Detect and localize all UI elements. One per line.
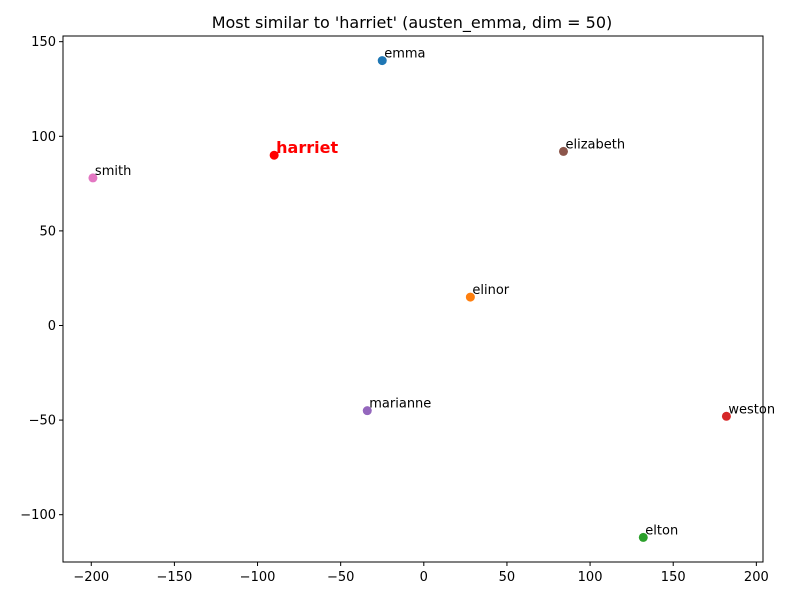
y-tick-label: 0 — [48, 319, 56, 334]
point-label-marianne: marianne — [369, 397, 431, 412]
chart-title: Most similar to 'harriet' (austen_emma, … — [212, 13, 613, 33]
y-axis: −100 −50 0 50 100 150 — [20, 35, 63, 523]
point-marker-marianne — [362, 406, 372, 416]
data-points: harriet emma elinor elton weston marianne eliz… — [88, 47, 775, 542]
x-tick-label: 50 — [499, 570, 516, 585]
point-label-elinor: elinor — [472, 283, 509, 298]
point-marker-harriet — [269, 150, 279, 160]
point-marker-elinor — [465, 292, 475, 302]
point-marker-elizabeth — [558, 146, 568, 156]
plot-area — [62, 35, 764, 563]
x-tick-label: 200 — [744, 570, 769, 585]
x-tick-label: −200 — [73, 570, 109, 585]
y-tick-label: −100 — [20, 508, 56, 523]
point-marker-smith — [88, 173, 98, 183]
x-tick-label: −100 — [240, 570, 276, 585]
point-label-emma: emma — [384, 47, 425, 62]
point-marker-emma — [377, 56, 387, 66]
point-label-weston: weston — [728, 402, 775, 417]
point-marker-elton — [638, 532, 648, 542]
y-tick-label: 100 — [31, 130, 56, 145]
x-tick-label: 150 — [661, 570, 686, 585]
y-tick-label: 50 — [39, 224, 56, 239]
y-tick-label: 150 — [31, 35, 56, 50]
point-label-elizabeth: elizabeth — [565, 137, 625, 152]
point-marker-weston — [721, 411, 731, 421]
point-label-elton: elton — [645, 523, 678, 538]
y-tick-label: −50 — [29, 414, 56, 429]
point-label-smith: smith — [95, 164, 131, 179]
point-label-harriet: harriet — [276, 138, 338, 157]
x-tick-label: −150 — [157, 570, 193, 585]
x-tick-label: 0 — [420, 570, 428, 585]
x-tick-label: 100 — [578, 570, 603, 585]
x-axis: −200 −150 −100 −50 0 50 100 150 200 — [73, 562, 769, 585]
x-tick-label: −50 — [327, 570, 354, 585]
